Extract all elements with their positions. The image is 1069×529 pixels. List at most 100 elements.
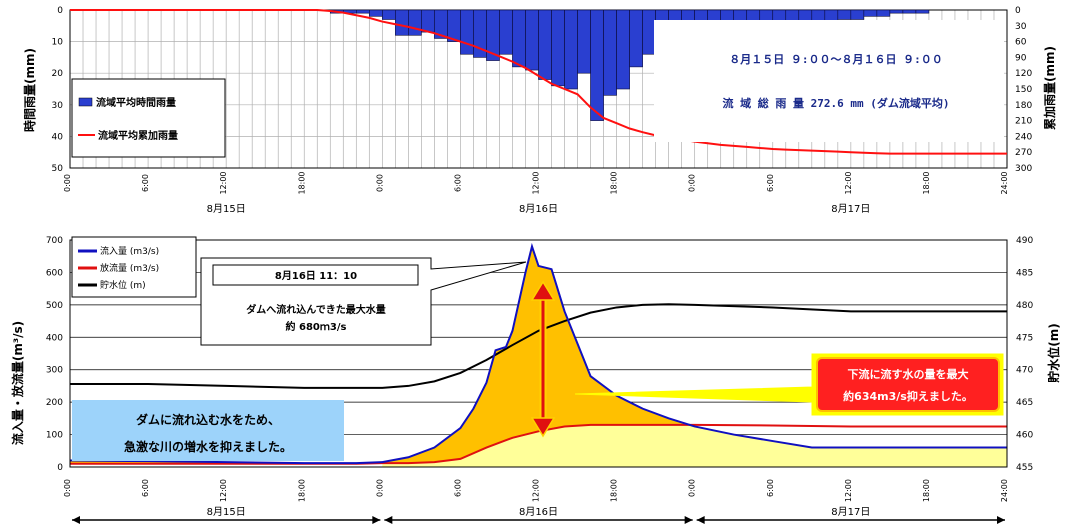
level-y-axis-title: 貯水位(m)	[1046, 323, 1061, 382]
rainfall-x-tick: 12:00	[844, 171, 853, 194]
day-range-left-head	[384, 516, 393, 524]
level-y-tick: 485	[1016, 268, 1033, 278]
rainfall-day-labels: 8月15日 8月16日 8月17日	[207, 203, 871, 215]
rainfall-x-tick: 18:00	[922, 171, 931, 194]
flow-x-tick: 6:00	[766, 479, 775, 497]
storage-note-line1: ダムに流れ込む水をため、	[136, 412, 280, 427]
flow-x-tick: 18:00	[297, 479, 306, 502]
cumulative-y-tick: 60	[1015, 38, 1027, 48]
hourly-rain-bar	[447, 9, 461, 42]
cumulative-rain-line	[70, 9, 1007, 155]
rainfall-y-tick: 0	[57, 6, 63, 16]
legend-outflow: 放流量 (m3/s)	[100, 262, 159, 274]
rainfall-day-label: 8月15日	[207, 203, 246, 215]
peak-time: 8月16日 11：10	[275, 270, 357, 282]
rainfall-x-tick: 18:00	[297, 171, 306, 194]
rainfall-x-tick: 0:00	[375, 174, 384, 192]
flow-plot-frame	[69, 239, 1008, 468]
hourly-rain-bar	[616, 9, 630, 90]
hourly-rain-bar	[382, 9, 396, 20]
flow-x-tick: 12:00	[532, 479, 541, 502]
rainfall-y-tick: 20	[52, 69, 64, 79]
flow-x-tick: 0:00	[63, 479, 72, 497]
cumulative-y-tick: 90	[1015, 53, 1027, 63]
day-range-left-head	[696, 516, 705, 524]
flow-y-tick: 700	[46, 236, 63, 246]
flow-y-tick: 400	[46, 333, 63, 343]
hourly-rain-bar	[460, 9, 474, 55]
reduction-note-line2: 約634m3/s抑えました。	[843, 389, 973, 403]
rainfall-legend: 流域平均時間雨量 流域平均累加雨量	[71, 78, 226, 158]
reduction-arrow-top-head	[530, 280, 556, 301]
storage-note: ダムに流れ込む水をため、 急激な川の増水を抑えました。	[72, 400, 344, 461]
hourly-rain-bar	[915, 9, 930, 14]
cumulative-y-tick: 270	[1015, 148, 1032, 158]
rainfall-x-tick: 18:00	[610, 171, 619, 194]
cumulative-y-tick: 240	[1015, 132, 1032, 142]
hourly-rain-bar	[863, 9, 878, 17]
level-y-tick: 490	[1016, 236, 1033, 246]
reduction-arrow	[530, 280, 556, 438]
legend-inflow: 流入量 (m3/s)	[100, 245, 159, 257]
hourly-rain-bar	[603, 9, 617, 96]
reduction-arrow-bottom-head	[530, 417, 556, 438]
rainfall-day-label: 8月16日	[519, 203, 558, 215]
legend-cumulative-rain: 流域平均累加雨量	[98, 129, 178, 142]
flow-day-label: 8月15日	[207, 506, 246, 518]
peak-time-box	[212, 264, 419, 286]
level-y-tick: 465	[1016, 398, 1033, 408]
hourly-rain-bar	[408, 9, 422, 36]
hourly-rain-bar	[421, 9, 435, 33]
storage-level-line	[70, 303, 1007, 389]
rainfall-x-tick: 6:00	[453, 174, 462, 192]
flow-x-tick: 12:00	[219, 479, 228, 502]
level-y-tick: 480	[1016, 301, 1033, 311]
cumulative-y-tick: 180	[1015, 101, 1032, 111]
rainfall-day-label: 8月17日	[831, 203, 870, 215]
reduction-note: 下流に流す水の量を最大 約634m3/s抑えました。	[574, 353, 1004, 416]
released-water-area	[382, 424, 1007, 467]
rainfall-period: ８月１５日 ９:００～８月１６日 ９:００	[729, 53, 943, 66]
storage-note-line2: 急激な川の増水を抑えました。	[124, 439, 292, 454]
level-y-tick: 470	[1016, 366, 1033, 376]
flow-y-tick: 300	[46, 366, 63, 376]
rainfall-y-tick: 10	[52, 38, 64, 48]
hourly-rain-bar	[395, 9, 409, 36]
cumulative-y-tick: 210	[1015, 117, 1032, 127]
rainfall-x-tick: 6:00	[141, 174, 150, 192]
peak-description: ダムへ流れ込んできた最大水量	[246, 303, 386, 316]
day-range-left-head	[72, 516, 80, 524]
rainfall-y-tick: 40	[52, 132, 64, 142]
flow-x-tick: 0:00	[375, 479, 384, 497]
rainfall-y-ticks: 0 10 20 30 40 50	[52, 6, 64, 174]
hourly-rain-bar	[577, 9, 591, 74]
hourly-rain-swatch	[78, 97, 93, 107]
rainfall-x-tick: 0:00	[63, 174, 72, 192]
day-range-right-head	[997, 516, 1005, 524]
rainfall-chart: 0 10 20 30 40 50 0 30 60 90 120 150 180 210 240 270 300…	[22, 6, 1057, 215]
hourly-rain-bar	[590, 9, 604, 121]
peak-value: 約 680ｍ3/s	[286, 320, 347, 333]
cumulative-y-tick: 300	[1015, 164, 1032, 174]
rainfall-y-tick: 50	[52, 164, 64, 174]
flow-chart: 0 100 200 300 400 500 600 700 455 460 465 470 475 48…	[10, 236, 1061, 524]
rainfall-total: 流 域 総 雨 量 272.6 mm (ダム流域平均)	[723, 96, 950, 110]
flow-x-tick: 24:00	[1000, 479, 1009, 502]
rainfall-x-ticks: 0:00 6:00 12:00 18:00 0:00 6:00 12:00 18:00 0:00…	[63, 171, 1009, 194]
flow-y-tick: 600	[46, 268, 63, 278]
peak-callout: 8月16日 11：10 ダムへ流れ込んできた最大水量 約 680ｍ3/s	[200, 257, 527, 346]
flow-y-ticks: 0 100 200 300 400 500 600 700	[46, 236, 63, 473]
legend-level: 貯水位 (m)	[100, 279, 146, 291]
hourly-rain-bar	[512, 9, 526, 68]
day-range-arrows: 8月15日 8月16日 8月17日	[72, 506, 1005, 524]
hourly-rain-bar	[642, 9, 656, 55]
hourly-rain-bar	[369, 9, 383, 17]
level-y-tick: 455	[1016, 463, 1033, 473]
hourly-rain-bar	[629, 9, 643, 68]
flow-y-tick: 200	[46, 398, 63, 408]
hourly-rain-bar	[837, 9, 852, 20]
flow-y-tick: 500	[46, 301, 63, 311]
cumulative-y-tick: 0	[1015, 6, 1021, 16]
cumulative-y-tick: 30	[1015, 22, 1027, 32]
flow-x-tick: 12:00	[844, 479, 853, 502]
